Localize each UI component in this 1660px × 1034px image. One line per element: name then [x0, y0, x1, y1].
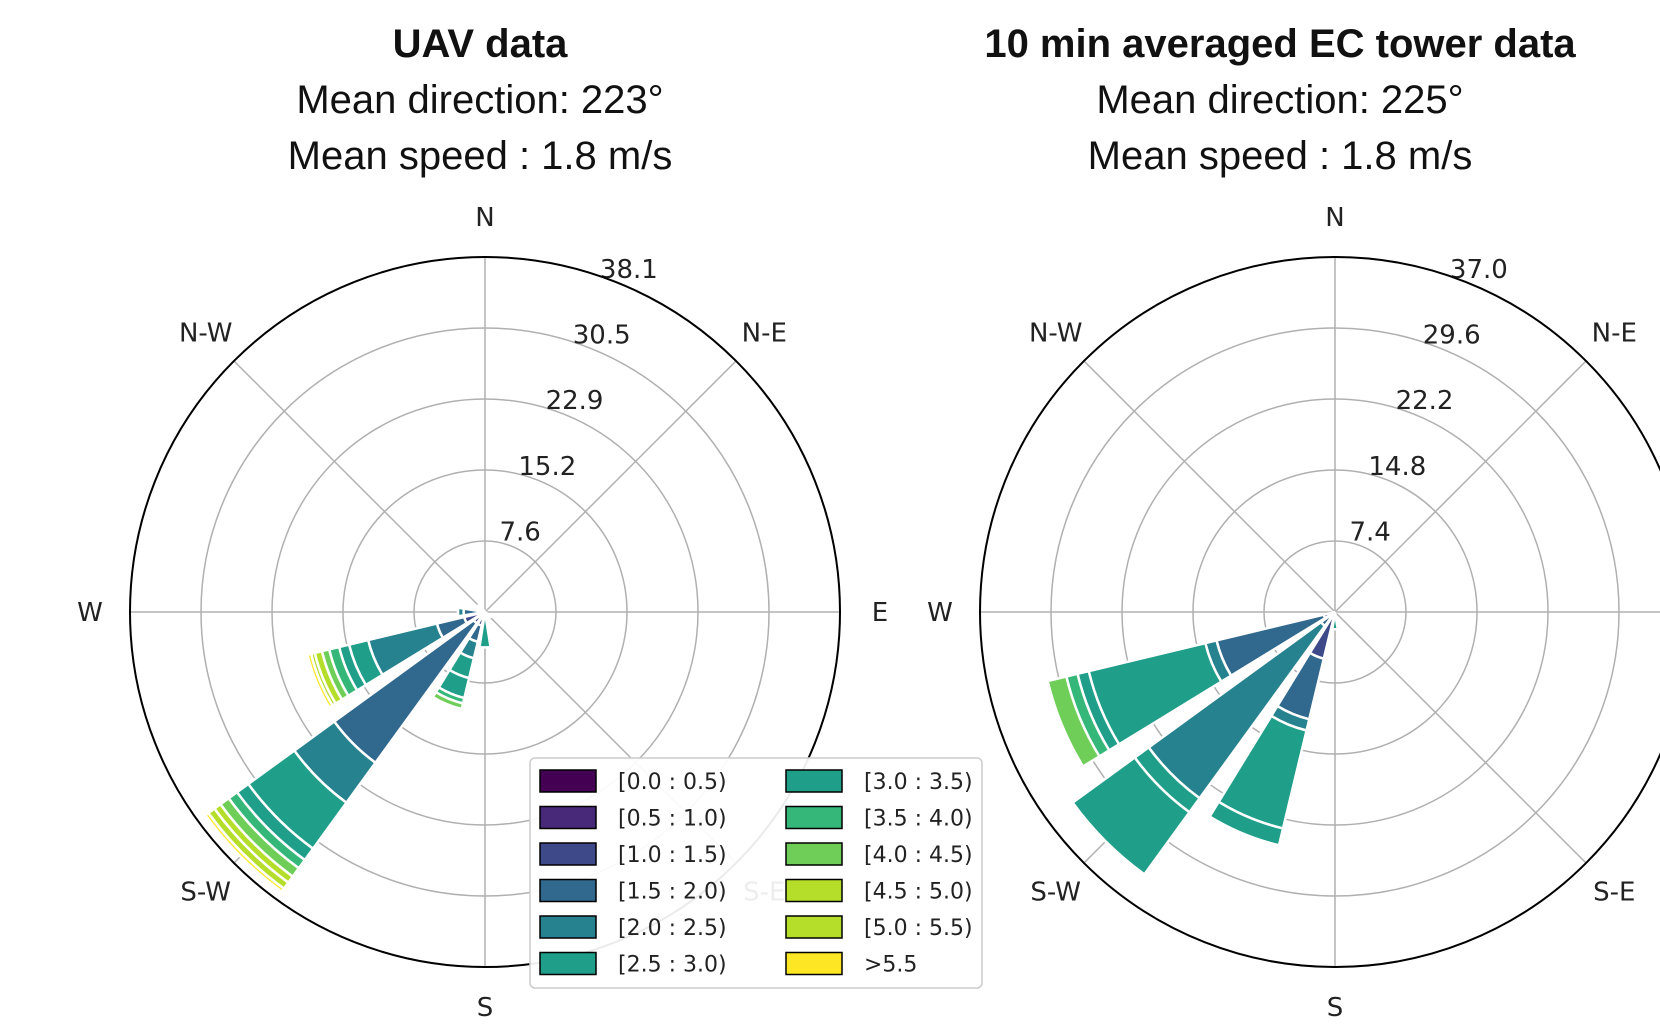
legend-swatch [785, 878, 843, 903]
legend-label: [3.0 : 3.5) [864, 770, 973, 795]
left-direction-label: S-W [180, 877, 231, 907]
legend-swatch [785, 769, 843, 793]
legend-label: [1.5 : 2.0) [618, 880, 727, 905]
right-panel-title-block: 10 min averaged EC tower data Mean direc… [930, 16, 1630, 184]
left-polar-outline [129, 256, 841, 968]
legend-frame [529, 757, 983, 989]
right-direction-label: N [1325, 203, 1344, 233]
left-windrose-bar [475, 602, 487, 614]
left-windrose-bar [478, 611, 492, 649]
legend-label: [4.5 : 5.0) [864, 880, 973, 905]
left-radial-tick-label: 7.6 [499, 517, 540, 547]
left-direction-label: N-E [742, 319, 787, 349]
right-radial-tick-label: 7.4 [1349, 517, 1390, 547]
right-mean-direction: Mean direction: 225° [1096, 78, 1464, 122]
left-panel-title-block: UAV data Mean direction: 223° Mean speed… [130, 16, 830, 184]
right-direction-label: S-E [1593, 877, 1635, 907]
left-radial-tick-label: 22.9 [546, 386, 604, 416]
legend-swatch [539, 878, 597, 903]
left-radial-tick-label: 38.1 [600, 255, 658, 285]
legend-swatch [785, 805, 843, 830]
right-polar-outline [979, 256, 1660, 968]
left-direction-label: N [475, 203, 494, 233]
left-radial-tick-label: 30.5 [573, 321, 631, 351]
left-windrose-bar [456, 606, 466, 618]
right-direction-label: S-W [1030, 877, 1081, 907]
legend-label: [1.0 : 1.5) [618, 843, 727, 868]
legend-label: [5.0 : 5.5) [864, 916, 973, 941]
right-windrose-bar [1046, 674, 1102, 769]
left-windrose-bar [483, 611, 491, 621]
right-direction-label: N-E [1592, 319, 1637, 349]
legend-label: [3.5 : 4.0) [864, 807, 973, 832]
legend-label: [4.0 : 4.5) [864, 843, 973, 868]
left-mean-speed: Mean speed : 1.8 m/s [287, 134, 673, 178]
legend-swatch [539, 769, 597, 793]
legend: [0.0 : 0.5) [0.5 : 1.0) [1.0 : 1.5) [1.5 : … [529, 757, 983, 989]
right-radial-tick-label: 37.0 [1450, 255, 1508, 285]
legend-swatch [539, 951, 597, 976]
right-radial-tick-label: 29.6 [1423, 321, 1481, 351]
legend-label: [2.0 : 2.5) [618, 916, 727, 941]
left-direction-label: N-W [179, 319, 233, 349]
legend-swatch [785, 842, 843, 866]
right-windrose-bar [1330, 611, 1340, 631]
right-windrose: 7.414.822.229.637.0NN-EES-ESS-WWN-W [927, 203, 1660, 1023]
right-direction-label: W [927, 598, 953, 628]
legend-label: >5.5 [864, 953, 917, 978]
legend-swatch [539, 915, 597, 939]
right-radial-tick-label: 14.8 [1368, 452, 1426, 482]
left-windrose-bar [431, 690, 465, 711]
legend-label: [2.5 : 3.0) [618, 953, 727, 978]
left-grid-spoke [233, 360, 486, 613]
legend-swatch [539, 805, 597, 830]
right-direction-label: S [1327, 993, 1344, 1023]
left-direction-label: W [77, 598, 103, 628]
left-direction-label: E [872, 598, 888, 628]
legend-swatch [785, 951, 843, 976]
left-windrose-bar [305, 652, 335, 710]
left-mean-direction: Mean direction: 223° [296, 78, 664, 122]
legend-swatch [785, 915, 843, 939]
left-grid-spoke [484, 360, 737, 613]
right-mean-speed: Mean speed : 1.8 m/s [1087, 134, 1473, 178]
left-windrose-bar [203, 811, 286, 894]
right-grid-spoke [1334, 611, 1587, 864]
right-windrose-bar [1207, 800, 1285, 847]
legend-swatch [539, 842, 597, 866]
right-grid-spoke [1083, 360, 1336, 613]
right-windrose-bar [1070, 755, 1192, 877]
left-chart-title: UAV data [392, 22, 568, 66]
left-radial-tick-label: 15.2 [518, 452, 576, 482]
legend-label: [0.0 : 0.5) [618, 770, 727, 795]
right-chart-title: 10 min averaged EC tower data [984, 22, 1576, 66]
right-direction-label: N-W [1029, 319, 1083, 349]
legend-label: [0.5 : 1.0) [618, 807, 727, 832]
right-grid-spoke [1334, 360, 1587, 613]
left-direction-label: S [477, 993, 494, 1023]
right-radial-tick-label: 22.2 [1396, 386, 1454, 416]
